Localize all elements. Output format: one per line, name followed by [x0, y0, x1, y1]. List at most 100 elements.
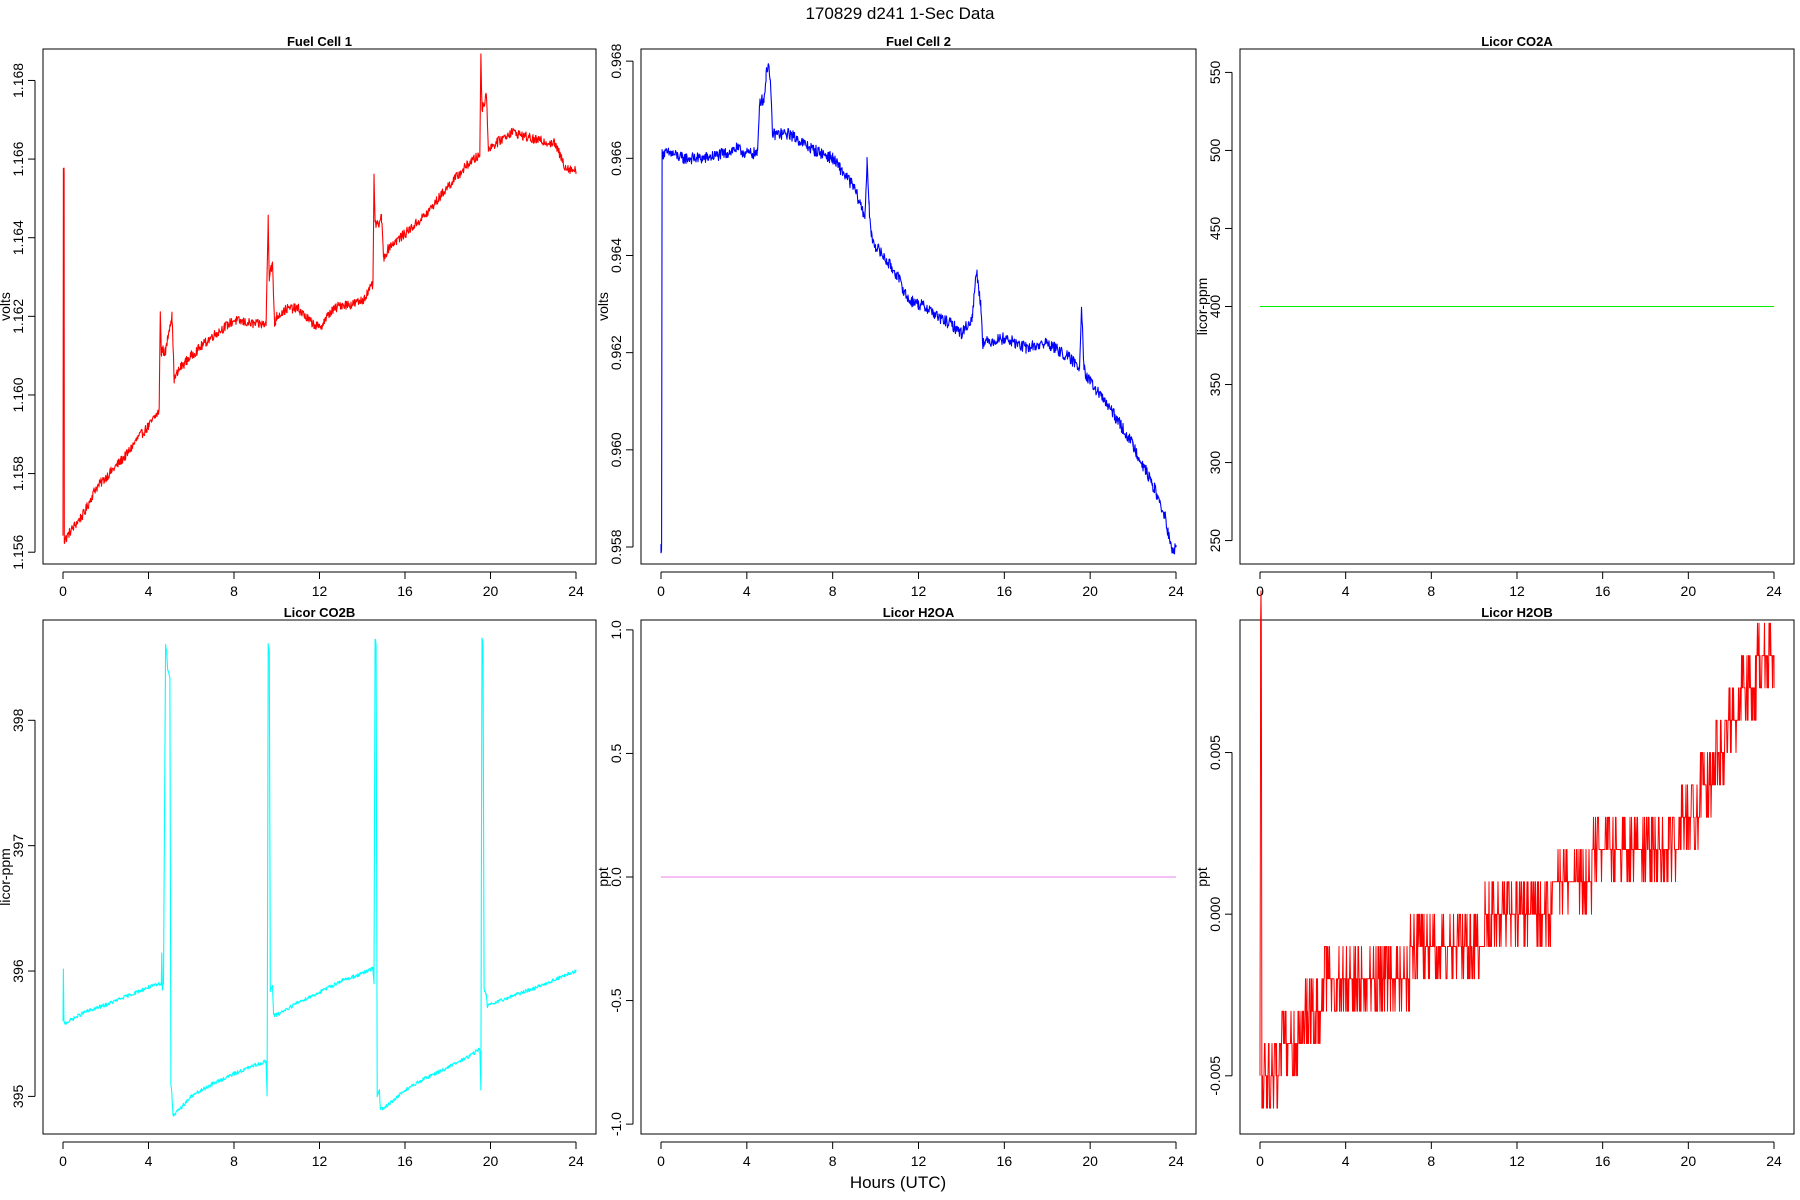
y-tick-label: 1.164: [10, 220, 26, 255]
x-tick-label: 20: [483, 1153, 499, 1169]
x-axis: 0 4 8 12 16 20 24: [1256, 571, 1782, 599]
figure-x-axis-label: Hours (UTC): [850, 1173, 946, 1192]
x-tick-label: 20: [1681, 1153, 1697, 1169]
y-axis-label: licor-ppm: [0, 848, 13, 906]
panel-title: Fuel Cell 1: [287, 34, 352, 49]
y-tick-label: 300: [1207, 451, 1223, 475]
y-axis-label: ppt: [1194, 867, 1210, 887]
x-tick-label: 16: [397, 583, 413, 599]
y-tick-label: 1.156: [10, 534, 26, 569]
y-tick-label: 0.960: [608, 432, 624, 467]
x-tick-label: 20: [483, 583, 499, 599]
x-tick-label: 0: [1256, 1153, 1264, 1169]
y-tick-label: 1.168: [10, 63, 26, 98]
x-tick-label: 0: [59, 1153, 67, 1169]
panel-title: Licor CO2A: [1481, 34, 1553, 49]
x-tick-label: 0: [1256, 583, 1264, 599]
figure-title: 170829 d241 1-Sec Data: [805, 4, 995, 23]
x-axis: 0 4 8 12 16 20 24: [1256, 1141, 1782, 1169]
y-tick-label: 350: [1207, 373, 1223, 397]
y-tick-label: 1.158: [10, 456, 26, 491]
x-tick-label: 8: [829, 1153, 837, 1169]
x-axis: 0 4 8 12 16 20 24: [59, 1141, 584, 1169]
y-axis: 0.958 0.960 0.962 0.964 0.966 0.968: [608, 43, 634, 565]
series-line: [62, 53, 577, 545]
y-axis-label: volts: [595, 292, 611, 321]
x-tick-label: 4: [743, 583, 751, 599]
y-tick-label: 0.962: [608, 335, 624, 370]
x-tick-label: 20: [1082, 583, 1098, 599]
x-tick-label: 24: [568, 583, 584, 599]
plot-frame: [1239, 619, 1795, 1135]
x-tick-label: 0: [657, 1153, 665, 1169]
x-tick-label: 16: [997, 1153, 1013, 1169]
x-tick-label: 12: [312, 583, 328, 599]
y-axis: 250 300 350 400 450 500 550: [1207, 61, 1233, 553]
series-line: [62, 637, 577, 1117]
panel-5: Licor H2OA 0 4 8 12 16 20 24 -1.0 -0.5 0.0 0.5 1.0 pp…: [595, 605, 1197, 1169]
x-tick-label: 8: [230, 583, 238, 599]
y-tick-label: 550: [1207, 61, 1223, 85]
y-tick-label: -0.005: [1207, 1056, 1223, 1096]
x-tick-label: 12: [911, 1153, 927, 1169]
panel-title: Licor CO2B: [284, 605, 356, 620]
y-tick-label: 500: [1207, 139, 1223, 163]
y-axis-label: ppt: [595, 867, 611, 887]
y-axis: 1.156 1.158 1.160 1.162 1.164 1.166 1.168: [10, 63, 36, 570]
panel-3: Licor CO2A 0 4 8 12 16 20 24 250 300 350 400 450 500 5…: [1194, 34, 1795, 599]
x-tick-label: 12: [312, 1153, 328, 1169]
x-tick-label: 24: [568, 1153, 584, 1169]
x-tick-label: 8: [1427, 1153, 1435, 1169]
y-axis-label: volts: [0, 292, 13, 321]
plot-frame: [640, 48, 1197, 565]
x-tick-label: 24: [1168, 1153, 1184, 1169]
y-tick-label: 400: [1207, 295, 1223, 319]
x-tick-label: 4: [1342, 583, 1350, 599]
x-tick-label: 4: [145, 583, 153, 599]
x-tick-label: 8: [230, 1153, 238, 1169]
series-line: [660, 63, 1177, 555]
y-tick-label: 250: [1207, 529, 1223, 553]
x-axis: 0 4 8 12 16 20 24: [657, 571, 1184, 599]
x-tick-label: 24: [1766, 583, 1782, 599]
x-tick-label: 8: [829, 583, 837, 599]
y-tick-label: 1.0: [608, 620, 624, 640]
x-tick-label: 4: [743, 1153, 751, 1169]
y-tick-label: 0.5: [608, 744, 624, 764]
y-tick-label: 0.000: [1207, 896, 1223, 931]
x-tick-label: 0: [657, 583, 665, 599]
y-tick-label: 395: [10, 1084, 26, 1108]
x-tick-label: 20: [1681, 583, 1697, 599]
y-axis: 395 396 397 398: [10, 708, 36, 1108]
panel-6: Licor H2OB 0 4 8 12 16 20 24 -0.005 0.000 0.005 ppt: [1194, 590, 1795, 1169]
x-tick-label: 12: [1509, 583, 1525, 599]
y-axis-label: licor-ppm: [1194, 278, 1210, 336]
plot-frame: [42, 619, 597, 1135]
plot-frame: [1239, 48, 1795, 565]
x-tick-label: 4: [1342, 1153, 1350, 1169]
x-tick-label: 16: [397, 1153, 413, 1169]
y-tick-label: 396: [10, 959, 26, 983]
y-tick-label: 1.162: [10, 299, 26, 334]
panel-title: Fuel Cell 2: [886, 34, 951, 49]
panel-1: Fuel Cell 10 4 8 12 16 20 241.1561.1581.1601.1…: [0, 34, 597, 599]
series-line: [1259, 590, 1775, 1109]
panel-title: Licor H2OB: [1481, 605, 1553, 620]
y-tick-label: 1.160: [10, 377, 26, 412]
x-tick-label: 0: [59, 583, 67, 599]
y-tick-label: 1.166: [10, 141, 26, 176]
x-tick-label: 4: [145, 1153, 153, 1169]
x-tick-label: 24: [1168, 583, 1184, 599]
x-tick-label: 12: [911, 583, 927, 599]
x-tick-label: 16: [1595, 1153, 1611, 1169]
y-tick-label: 0.968: [608, 43, 624, 78]
x-tick-label: 12: [1509, 1153, 1525, 1169]
y-axis: -0.005 0.000 0.005: [1207, 735, 1233, 1096]
x-tick-label: 16: [997, 583, 1013, 599]
x-tick-label: 24: [1766, 1153, 1782, 1169]
x-tick-label: 20: [1082, 1153, 1098, 1169]
panels: Fuel Cell 10 4 8 12 16 20 241.1561.1581.1601.1…: [0, 34, 1795, 1169]
plot-frame: [42, 48, 597, 565]
